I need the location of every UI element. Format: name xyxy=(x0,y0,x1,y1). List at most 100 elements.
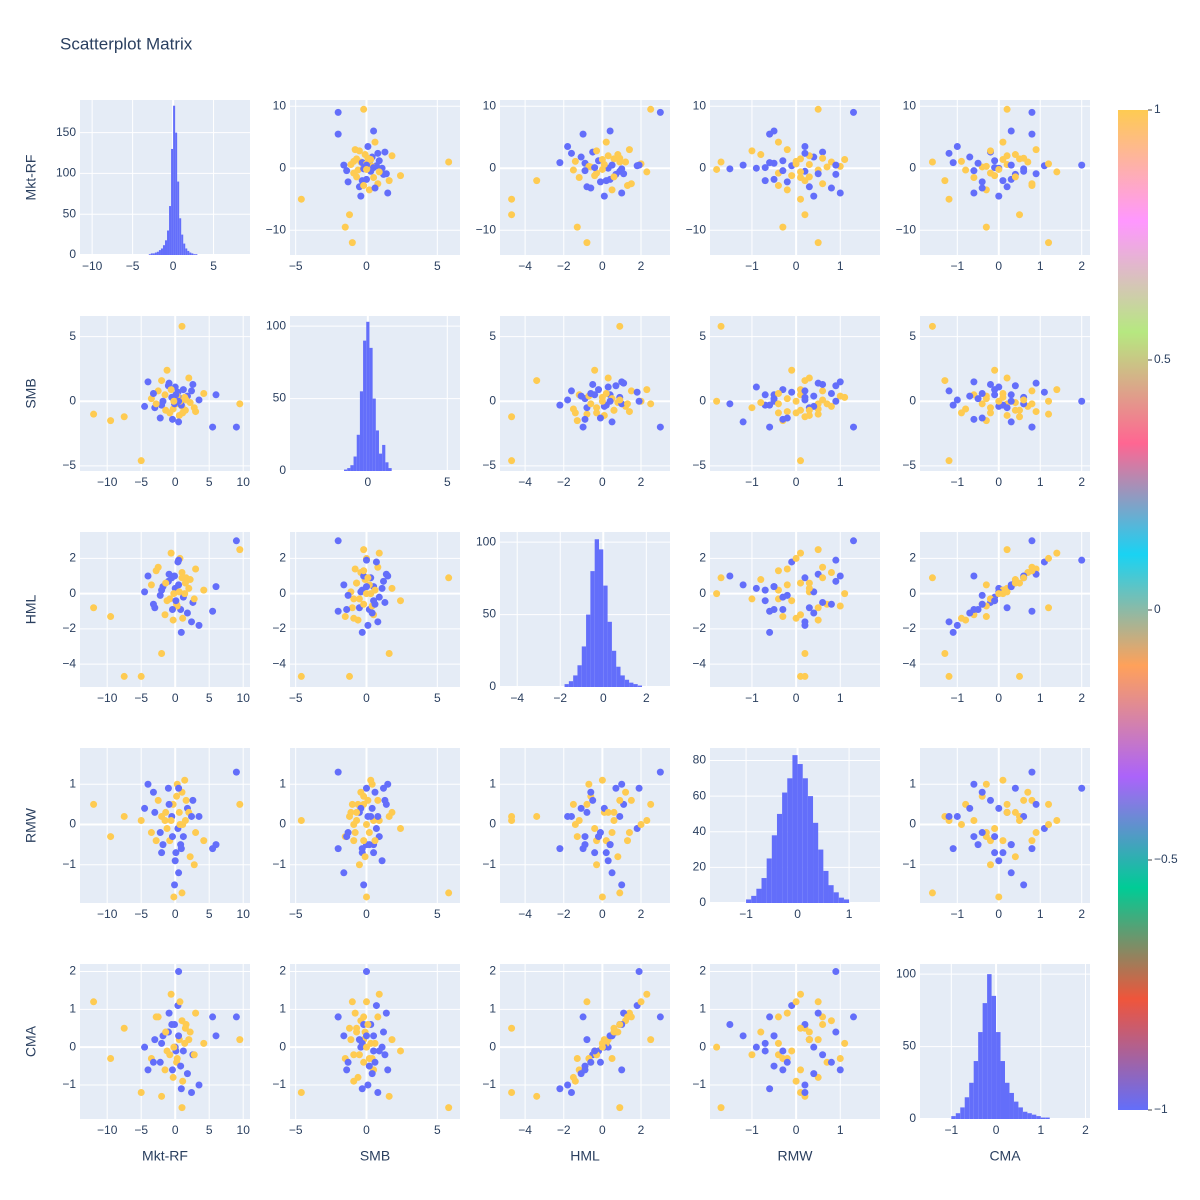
scatter-point xyxy=(581,841,589,849)
scatter-point xyxy=(945,195,953,203)
scatter-point xyxy=(175,869,183,877)
histogram-bar xyxy=(356,434,360,471)
scatter-point xyxy=(805,1036,813,1044)
histogram-bar xyxy=(1045,1117,1050,1119)
scatter-point xyxy=(1032,146,1040,154)
scatter-point xyxy=(1028,607,1036,615)
histogram-bar xyxy=(1009,1092,1014,1119)
scatter-point xyxy=(355,1051,363,1059)
y-tick-label: 2 xyxy=(909,551,916,565)
scatter-point xyxy=(350,614,358,622)
histogram-bar xyxy=(960,1107,965,1119)
scatter-point xyxy=(382,170,390,178)
scatter-point xyxy=(348,604,356,612)
scatter-point xyxy=(827,184,835,192)
x-tick-label: −2 xyxy=(557,259,571,273)
scatter-point xyxy=(832,968,840,976)
x-tick-label: 5 xyxy=(206,1123,213,1137)
scatter-point xyxy=(374,1013,382,1021)
x-tick-label: 1 xyxy=(1037,259,1044,273)
plot-clip xyxy=(297,105,453,247)
x-axis-title: CMA xyxy=(989,1148,1021,1164)
scatter-point xyxy=(801,211,809,219)
scatter-point xyxy=(986,404,994,412)
scatter-point xyxy=(151,808,159,816)
scatter-point xyxy=(810,609,818,617)
x-tick-label: 0 xyxy=(995,259,1002,273)
histogram-bar xyxy=(1036,1116,1041,1119)
scatter-point xyxy=(945,457,953,465)
scatter-point xyxy=(374,812,382,820)
scatter-point xyxy=(999,138,1007,146)
scatter-point xyxy=(814,410,822,418)
scatter-point xyxy=(591,172,599,180)
scatter-point xyxy=(350,157,358,165)
scatter-point xyxy=(991,833,999,841)
scatter-point xyxy=(805,584,813,592)
plot-clip xyxy=(90,322,244,465)
y-tick-label: 2 xyxy=(699,551,706,565)
scatter-point xyxy=(1053,549,1061,557)
scatter-point xyxy=(381,1051,389,1059)
y-tick-label: 0 xyxy=(69,393,76,407)
scatter-point xyxy=(579,1013,587,1021)
scatter-point xyxy=(348,800,356,808)
scatter-point xyxy=(368,780,376,788)
plot-clip xyxy=(928,768,1086,901)
scatter-point xyxy=(363,165,370,173)
x-tick-label: 2 xyxy=(638,1123,645,1137)
scatter-point xyxy=(152,1013,160,1021)
plot-clip xyxy=(344,321,392,471)
histogram-bar xyxy=(378,453,383,471)
scatter-point xyxy=(1007,418,1015,426)
scatter-point xyxy=(370,174,378,181)
scatter-point xyxy=(1032,379,1040,387)
scatter-point xyxy=(949,159,957,167)
y-tick-label: 50 xyxy=(903,1039,917,1053)
y-tick-label: 100 xyxy=(896,966,916,980)
scatter-point xyxy=(986,796,994,804)
scatter-point xyxy=(739,418,747,426)
scatter-point xyxy=(380,784,387,792)
scatter-point xyxy=(970,415,978,423)
scatter-point xyxy=(774,1039,782,1047)
scatter-point xyxy=(175,581,183,589)
scatter-point xyxy=(212,583,220,591)
scatter-point xyxy=(591,391,599,399)
x-tick-label: 5 xyxy=(206,475,213,489)
histogram-bar xyxy=(951,1116,956,1119)
x-tick-label: 1 xyxy=(837,475,844,489)
x-tick-label: 2 xyxy=(1078,259,1085,273)
scatter-point xyxy=(783,408,791,416)
x-tick-label: −4 xyxy=(518,259,532,273)
scatter-point xyxy=(614,853,622,861)
histogram-bar xyxy=(160,248,163,255)
scatter-point xyxy=(1011,853,1019,861)
scatter-point xyxy=(190,861,198,869)
x-tick-label: 0 xyxy=(793,1123,800,1137)
scatter-point xyxy=(355,861,363,869)
scatter-point xyxy=(381,148,389,156)
scatter-point xyxy=(508,195,516,203)
histogram-bar xyxy=(388,468,392,471)
scatter-point xyxy=(616,812,624,820)
scatter-point xyxy=(343,606,351,613)
scatter-point xyxy=(370,1047,378,1055)
scatter-point xyxy=(161,1066,169,1074)
scatter-point xyxy=(1020,154,1028,162)
scatter-point xyxy=(120,672,128,680)
histogram-bar xyxy=(955,1113,961,1119)
scatter-point xyxy=(508,457,516,465)
histogram-bar xyxy=(372,398,376,471)
subplot: −5 0 5 −1 0 1 2 xyxy=(272,964,460,1137)
scatter-point xyxy=(610,816,618,824)
scatter-point xyxy=(348,998,356,1006)
scatter-point xyxy=(167,816,175,824)
plot-area xyxy=(710,964,880,1119)
scatter-point xyxy=(832,1028,840,1036)
y-tick-label: 0 xyxy=(489,160,496,174)
scatter-point xyxy=(169,616,177,624)
scatter-point xyxy=(598,156,606,164)
scatter-point xyxy=(162,406,170,414)
scatter-point xyxy=(159,841,167,849)
